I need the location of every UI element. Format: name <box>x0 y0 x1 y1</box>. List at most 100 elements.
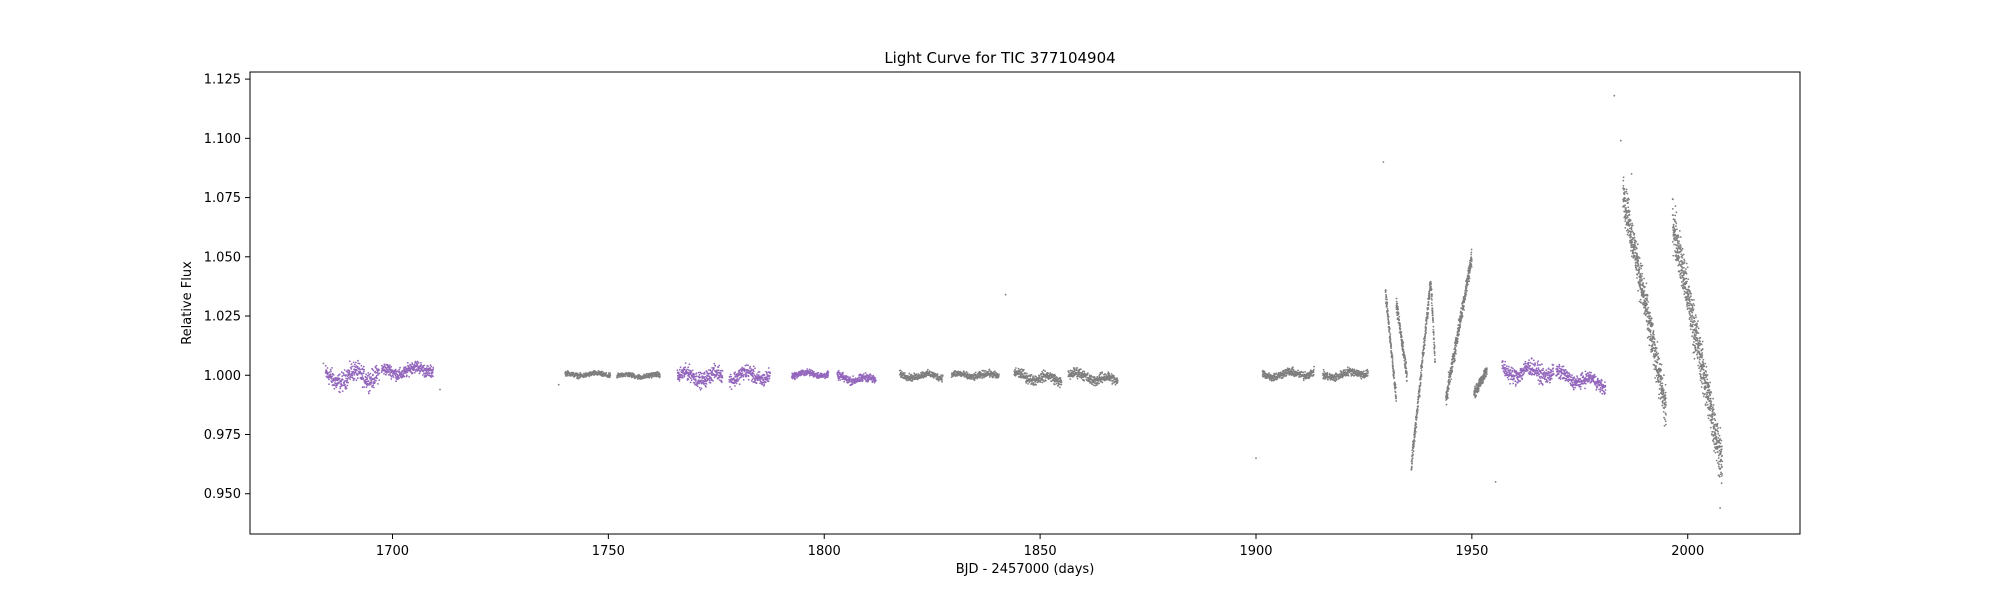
data-point <box>1506 376 1509 379</box>
data-point <box>679 366 682 369</box>
data-point <box>411 362 413 364</box>
data-point <box>1386 303 1389 305</box>
data-point <box>395 380 397 383</box>
data-point <box>346 379 348 382</box>
data-point <box>372 378 374 381</box>
data-point <box>1405 361 1407 363</box>
data-point <box>1054 374 1057 377</box>
data-point <box>754 367 756 370</box>
data-point <box>411 363 414 366</box>
data-point <box>365 373 368 376</box>
data-point <box>370 381 373 383</box>
data-point <box>1116 380 1119 382</box>
data-point <box>1390 347 1393 350</box>
data-point <box>411 372 414 374</box>
data-point <box>423 364 426 367</box>
data-point <box>1538 373 1541 375</box>
data-point <box>354 363 356 366</box>
data-point <box>1054 383 1056 386</box>
data-point <box>356 369 358 371</box>
data-point <box>1531 367 1534 369</box>
data-point <box>385 371 388 374</box>
data-point <box>1421 366 1424 369</box>
data-point <box>609 372 612 375</box>
chart-title: Light Curve for TIC 377104904 <box>884 49 1115 67</box>
data-point <box>1521 378 1524 381</box>
data-point <box>1101 371 1104 374</box>
data-point <box>353 377 356 380</box>
data-point <box>708 372 711 375</box>
data-point <box>1411 452 1414 454</box>
data-point <box>1425 331 1428 334</box>
data-point <box>686 368 688 371</box>
data-point <box>684 366 687 369</box>
data-point <box>1055 382 1058 385</box>
data-point <box>346 371 349 374</box>
data-point <box>910 373 913 376</box>
data-point <box>762 378 765 380</box>
data-point <box>1393 371 1396 374</box>
data-point <box>1520 372 1523 374</box>
data-point <box>747 364 750 367</box>
data-point <box>369 389 371 392</box>
data-point <box>609 374 612 377</box>
data-point <box>1584 387 1586 390</box>
data-point <box>875 379 877 382</box>
data-point <box>846 375 849 378</box>
data-point <box>1564 369 1567 371</box>
data-point <box>688 363 691 366</box>
data-point <box>708 379 711 382</box>
data-point <box>936 373 939 375</box>
data-point <box>1558 365 1561 367</box>
data-point <box>1292 366 1294 369</box>
data-point <box>1363 370 1365 373</box>
data-point <box>568 371 571 374</box>
data-point <box>851 383 854 386</box>
data-point <box>1418 388 1421 390</box>
data-point <box>695 375 698 378</box>
data-point <box>981 377 984 379</box>
data-point <box>1526 369 1529 372</box>
data-point <box>701 372 703 375</box>
data-point <box>1567 380 1570 383</box>
data-point <box>1552 364 1555 366</box>
data-point <box>1552 370 1554 373</box>
data-point <box>1116 377 1118 380</box>
data-point <box>1519 380 1522 382</box>
data-point <box>328 378 330 381</box>
data-point <box>1594 375 1597 378</box>
data-point <box>721 370 724 372</box>
data-point <box>966 372 969 374</box>
data-point <box>416 364 419 366</box>
data-point <box>1087 372 1089 374</box>
data-point <box>367 380 370 382</box>
data-point <box>827 371 830 373</box>
data-point <box>1420 375 1423 378</box>
data-point <box>391 374 394 377</box>
data-point <box>420 364 423 366</box>
data-point <box>1562 365 1565 368</box>
data-point <box>1510 372 1512 374</box>
data-point <box>733 373 736 376</box>
data-point <box>843 380 846 383</box>
data-point <box>1313 368 1315 371</box>
data-point <box>339 387 342 390</box>
data-point <box>349 378 351 380</box>
data-point <box>351 365 353 368</box>
data-point <box>359 370 361 373</box>
data-point <box>1557 365 1559 368</box>
data-point <box>1528 359 1530 361</box>
data-point <box>406 371 409 374</box>
data-point <box>1097 380 1100 382</box>
data-point <box>358 362 361 365</box>
data-point <box>1388 321 1390 324</box>
data-point <box>1535 367 1538 370</box>
data-point <box>1579 388 1582 390</box>
data-point <box>361 375 364 377</box>
data-point <box>1060 379 1063 382</box>
data-point <box>1506 371 1508 374</box>
data-point <box>1401 339 1404 342</box>
data-point <box>1514 385 1517 387</box>
data-point <box>813 370 815 373</box>
